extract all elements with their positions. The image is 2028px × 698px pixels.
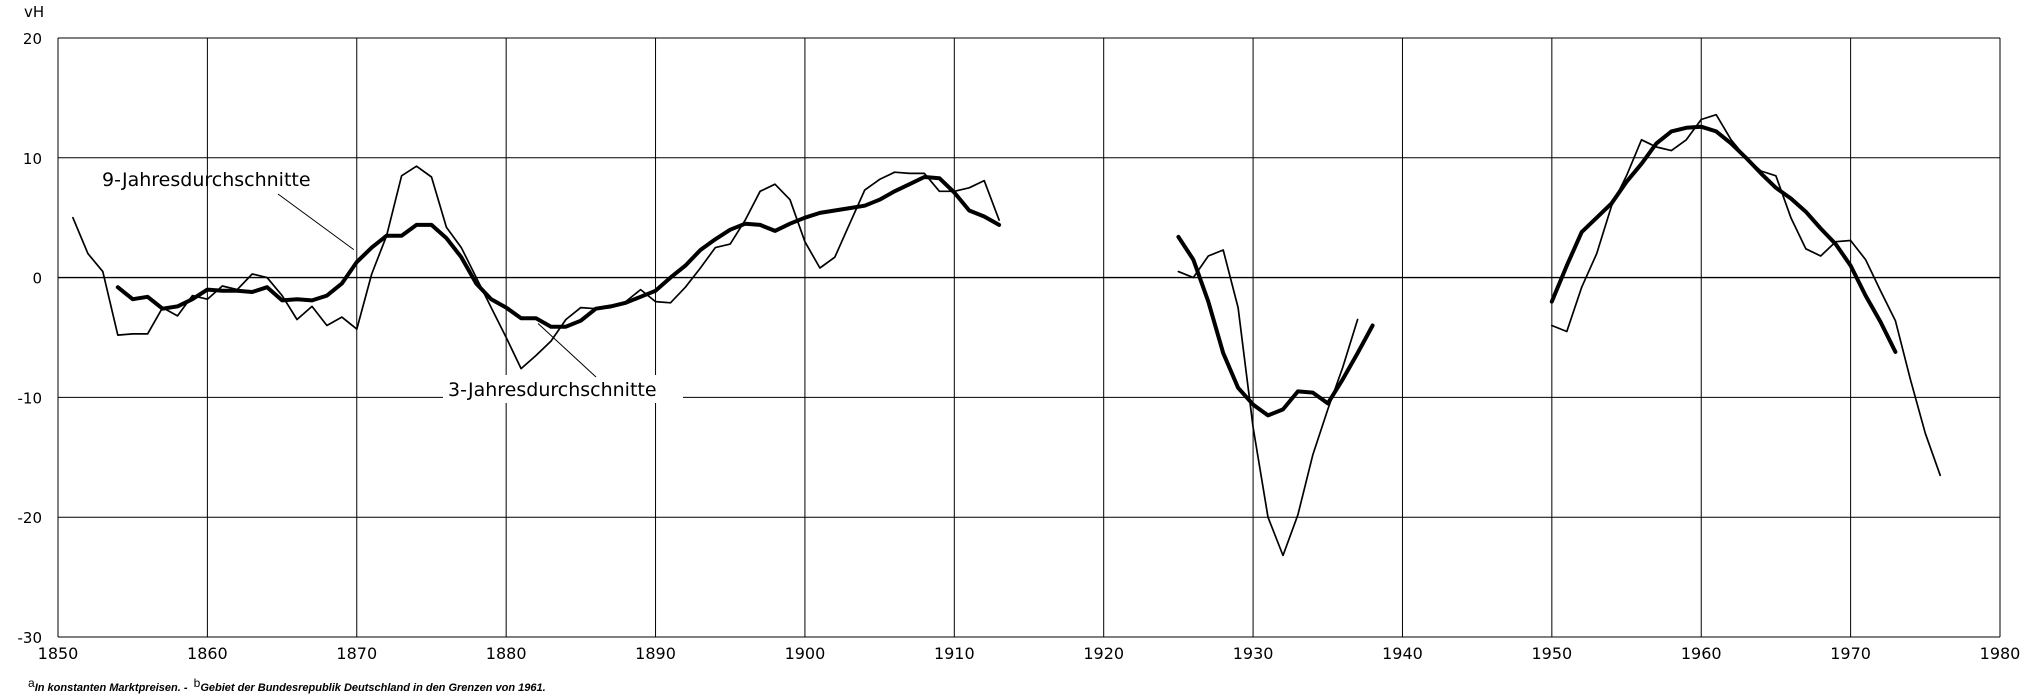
x-tick-label: 1980 [1980, 644, 2021, 663]
x-tick-label: 1950 [1531, 644, 1572, 663]
annotations: 9-Jahresdurchschnitte 3-Jahresdurchschnit… [102, 169, 683, 403]
series-group [72, 113, 1942, 557]
series-line-thick [1176, 234, 1375, 418]
x-tick-label: 1880 [486, 644, 527, 663]
y-tick-label: 20 [23, 30, 42, 48]
x-tick-label: 1850 [38, 644, 79, 663]
series-line-thin [1550, 113, 1942, 477]
tick-labels: 1850 1860 1870 1880 1890 1900 1910 1920 1930 1940… [18, 30, 2021, 663]
x-tick-label: 1870 [336, 644, 377, 663]
y-tick-label: 10 [23, 150, 42, 168]
x-tick-label: 1890 [635, 644, 676, 663]
y-tick-label: -10 [18, 389, 43, 407]
series-line-thick [115, 175, 1002, 329]
annotation-3-jahres: 3-Jahresdurchschnitte [448, 379, 657, 401]
y-tick-label: -30 [18, 629, 43, 647]
x-tick-label: 1940 [1382, 644, 1423, 663]
x-tick-label: 1900 [785, 644, 826, 663]
x-tick-label: 1920 [1083, 644, 1124, 663]
annotation-leader-9-jahres [277, 193, 355, 251]
x-tick-label: 1910 [934, 644, 975, 663]
x-tick-label: 1930 [1233, 644, 1274, 663]
x-tick-label: 1860 [187, 644, 228, 663]
y-tick-label: -20 [18, 509, 43, 527]
annotation-background [443, 375, 683, 403]
footnote-marker-a: a [28, 676, 35, 690]
y-axis-label: vH [24, 3, 44, 21]
x-tick-label: 1960 [1681, 644, 1722, 663]
footnote-marker-b: b [193, 676, 201, 690]
series-line-thick [1549, 124, 1898, 354]
annotation-9-jahres: 9-Jahresdurchschnitte [102, 169, 311, 191]
series-line-thin [1177, 249, 1359, 557]
footnote: aIn konstanten Marktpreisen. - bGebiet d… [28, 676, 546, 694]
series-line-thin [72, 165, 1000, 370]
y-tick-label: 0 [32, 270, 42, 288]
footnote-text-a: In konstanten Marktpreisen. - [34, 682, 188, 694]
annotation-leader-3-jahres [537, 323, 597, 378]
grid [57, 37, 2001, 638]
footnote-text-b: Gebiet der Bundesrepublik Deutschland in… [200, 682, 546, 694]
x-tick-label: 1970 [1830, 644, 1871, 663]
